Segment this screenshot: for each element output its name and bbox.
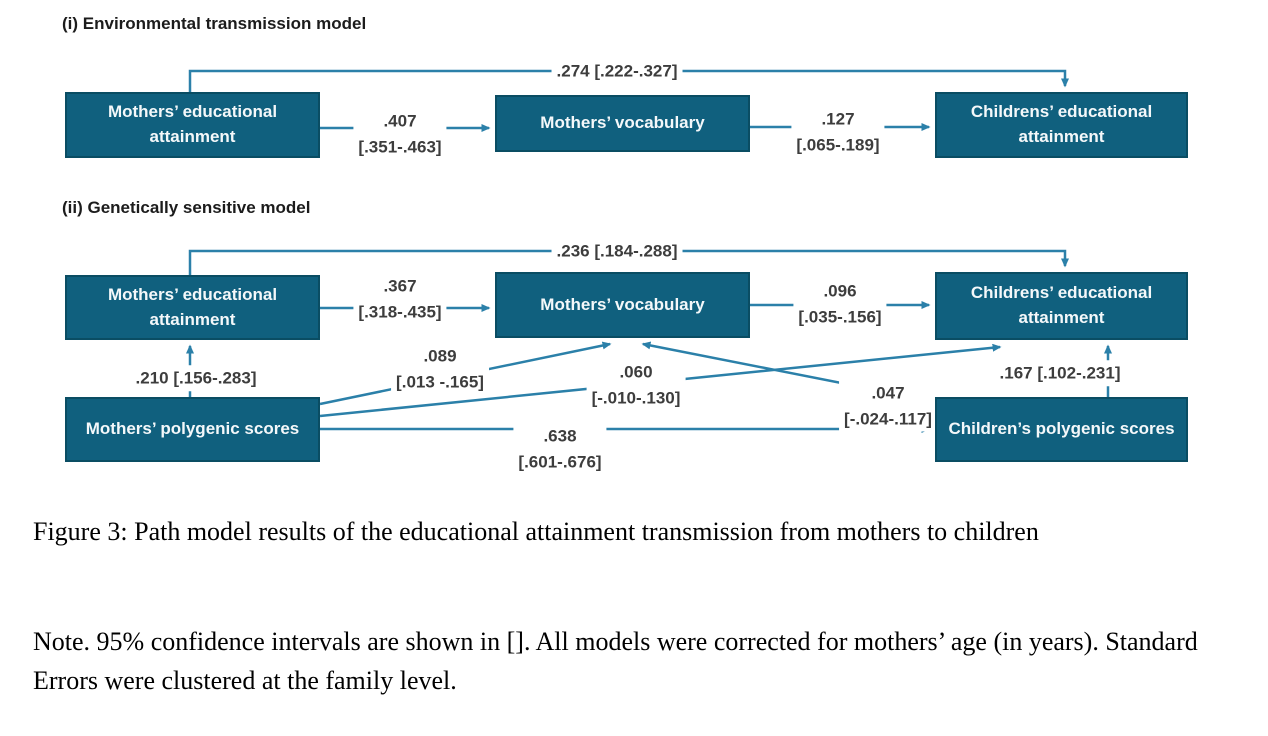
path-label-ii-mpgs-cea: .060 [-.010-.130]: [586, 359, 686, 411]
confidence-interval: [.013 -.165]: [396, 372, 484, 391]
path-label-ii-direct: .236 [.184-.288]: [551, 238, 683, 264]
confidence-interval: [-.010-.130]: [591, 388, 681, 407]
confidence-interval: [.065-.189]: [796, 135, 880, 154]
estimate: .047: [871, 383, 905, 403]
path-label-ii-mea-mv: .367 [.318-.435]: [353, 273, 447, 325]
box-ii-mothers-educational-attainment: Mothers’ educational attainment: [65, 275, 320, 340]
confidence-interval: [.318-.435]: [358, 302, 442, 321]
path-label-ii-mv-cea: .096 [.035-.156]: [793, 278, 887, 330]
estimate: .096: [823, 281, 857, 301]
path-label-ii-mpgs-mea: .210 [.156-.283]: [130, 365, 262, 391]
path-label-i-mv-cea: .127 [.065-.189]: [791, 106, 885, 158]
box-i-childrens-educational-attainment: Childrens’ educational attainment: [935, 92, 1188, 158]
estimate: .367: [383, 276, 417, 296]
estimate: .638: [543, 426, 577, 446]
box-ii-childrens-educational-attainment: Childrens’ educational attainment: [935, 272, 1188, 340]
estimate: .089: [423, 346, 457, 366]
estimate: .127: [821, 109, 855, 129]
path-label-ii-cpgs-mv: .047 [-.024-.117]: [839, 380, 937, 432]
confidence-interval: [.351-.463]: [358, 137, 442, 156]
path-label-ii-mpgs-cpgs: .638 [.601-.676]: [513, 423, 607, 475]
box-i-mothers-vocabulary: Mothers’ vocabulary: [495, 95, 750, 152]
path-label-ii-mpgs-mv: .089 [.013 -.165]: [391, 343, 489, 395]
box-ii-mothers-vocabulary: Mothers’ vocabulary: [495, 272, 750, 338]
confidence-interval: [.035-.156]: [798, 307, 882, 326]
box-i-mothers-educational-attainment: Mothers’ educational attainment: [65, 92, 320, 158]
model-ii-title: (ii) Genetically sensitive model: [62, 198, 311, 217]
path-label-i-mea-mv: .407 [.351-.463]: [353, 108, 447, 160]
confidence-interval: [.601-.676]: [518, 452, 602, 471]
figure-caption: Figure 3: Path model results of the educ…: [33, 517, 1039, 546]
estimate: .407: [383, 111, 417, 131]
box-ii-childrens-polygenic-scores: Children’s polygenic scores: [935, 397, 1188, 462]
path-label-i-direct: .274 [.222-.327]: [551, 58, 683, 84]
box-ii-mothers-polygenic-scores: Mothers’ polygenic scores: [65, 397, 320, 462]
path-label-ii-cpgs-cea: .167 [.102-.231]: [994, 360, 1126, 386]
model-i-title: (i) Environmental transmission model: [62, 14, 367, 33]
figure-note: Note. 95% confidence intervals are shown…: [33, 627, 1198, 695]
estimate: .060: [619, 362, 653, 382]
confidence-interval: [-.024-.117]: [844, 409, 932, 428]
